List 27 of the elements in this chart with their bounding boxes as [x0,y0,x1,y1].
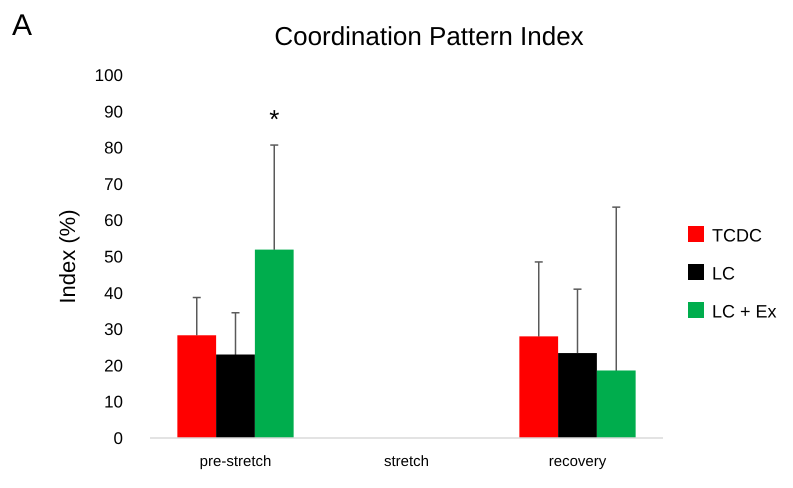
y-tick-label: 90 [104,102,123,122]
bar [254,250,294,438]
y-tick-label: 10 [104,392,123,412]
bar [558,353,597,438]
annotation: * [269,104,280,134]
x-tick-label: pre-stretch [200,453,272,470]
y-tick-label: 70 [104,174,123,194]
y-axis-title: Index (%) [55,209,80,304]
y-tick-label: 20 [104,356,123,376]
bar [519,336,558,438]
y-tick-label: 100 [94,66,123,85]
y-tick-label: 60 [104,211,123,230]
y-tick-label: 40 [104,284,123,303]
y-tick-label: 80 [104,138,123,158]
x-tick-label: stretch [384,453,430,470]
y-tick-label: 50 [104,247,123,266]
y-tick-label: 30 [104,320,123,340]
legend-label: LC [712,263,736,284]
x-tick-label: recovery [548,453,607,470]
bar [596,370,636,438]
chart-title: Coordination Pattern Index [274,21,584,51]
bar [177,335,216,438]
bar [216,354,255,438]
y-tick-label: 0 [114,428,123,448]
text: A [12,9,32,42]
legend-label: TCDC [712,225,762,246]
legend-label: LC + Ex [712,301,777,322]
